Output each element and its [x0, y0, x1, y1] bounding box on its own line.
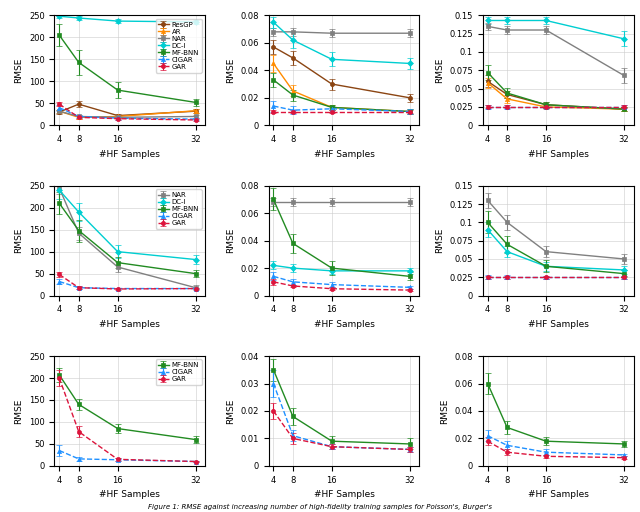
Y-axis label: RMSE: RMSE: [14, 228, 24, 253]
X-axis label: #HF Samples: #HF Samples: [314, 150, 374, 159]
X-axis label: #HF Samples: #HF Samples: [314, 320, 374, 329]
X-axis label: #HF Samples: #HF Samples: [528, 320, 589, 329]
Legend: NAR, DC-I, MF-BNN, CIGAR, GAR: NAR, DC-I, MF-BNN, CIGAR, GAR: [156, 189, 202, 229]
Y-axis label: RMSE: RMSE: [226, 228, 235, 253]
X-axis label: #HF Samples: #HF Samples: [528, 490, 589, 499]
Legend: MF-BNN, CIGAR, GAR: MF-BNN, CIGAR, GAR: [156, 359, 202, 385]
Y-axis label: RMSE: RMSE: [226, 58, 235, 83]
Y-axis label: RMSE: RMSE: [435, 58, 444, 83]
Text: Figure 1: RMSE against increasing number of high-fidelity training samples for P: Figure 1: RMSE against increasing number…: [148, 504, 492, 510]
X-axis label: #HF Samples: #HF Samples: [314, 490, 374, 499]
Y-axis label: RMSE: RMSE: [435, 228, 444, 253]
X-axis label: #HF Samples: #HF Samples: [99, 320, 160, 329]
Y-axis label: RMSE: RMSE: [226, 398, 235, 423]
Y-axis label: RMSE: RMSE: [14, 58, 24, 83]
X-axis label: #HF Samples: #HF Samples: [99, 150, 160, 159]
Y-axis label: RMSE: RMSE: [440, 398, 449, 423]
Legend: ResGP, AR, NAR, DC-I, MF-BNN, CIGAR, GAR: ResGP, AR, NAR, DC-I, MF-BNN, CIGAR, GAR: [156, 19, 202, 73]
X-axis label: #HF Samples: #HF Samples: [99, 490, 160, 499]
X-axis label: #HF Samples: #HF Samples: [528, 150, 589, 159]
Y-axis label: RMSE: RMSE: [14, 398, 24, 423]
